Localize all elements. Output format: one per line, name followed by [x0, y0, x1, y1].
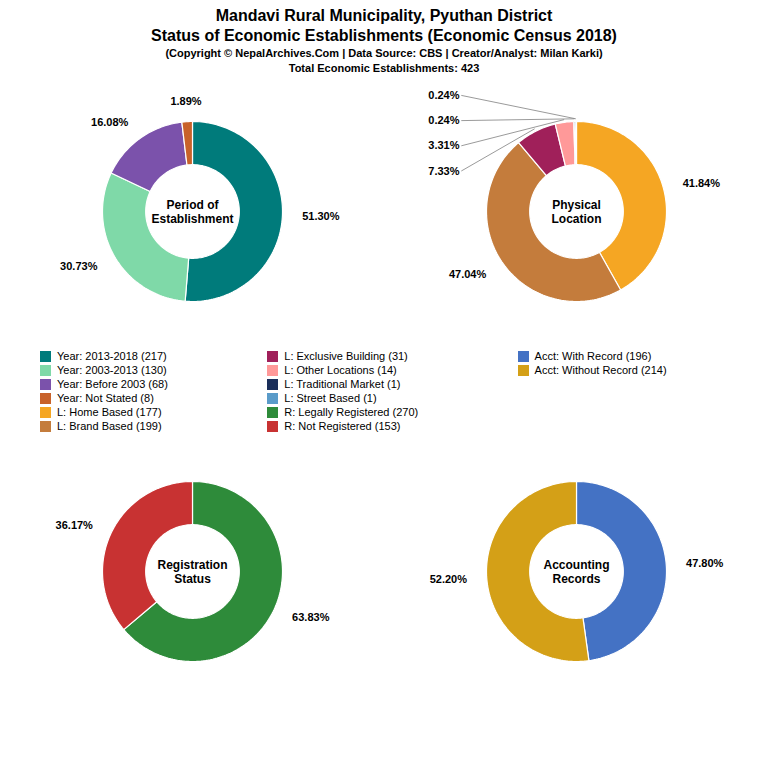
- html-text:Year: Before 2003 (68): Year: Before 2003 (68): [57, 378, 168, 390]
- html-text:R: Not Registered (153): R: Not Registered (153): [284, 420, 401, 432]
- svg-text:36.17%: 36.17%: [56, 519, 94, 531]
- svg-text:63.83%: 63.83%: [292, 611, 330, 623]
- svg-text:1.89%: 1.89%: [170, 95, 201, 107]
- html-text:L: Exclusive Building (31): L: Exclusive Building (31): [284, 350, 408, 362]
- html-text:L: Brand Based (199): L: Brand Based (199): [57, 420, 162, 432]
- html-text:Year: 2003-2013 (130): Year: 2003-2013 (130): [57, 364, 167, 376]
- html-text:L: Traditional Market (1): L: Traditional Market (1): [284, 378, 401, 390]
- svg-text:16.08%: 16.08%: [91, 116, 129, 128]
- svg-text:30.73%: 30.73%: [60, 260, 98, 272]
- svg-text:41.84%: 41.84%: [683, 177, 721, 189]
- svg-text:0.24%: 0.24%: [428, 89, 459, 101]
- html-text:Year: Not Stated (8): Year: Not Stated (8): [57, 392, 154, 404]
- svg-text:47.04%: 47.04%: [449, 268, 487, 280]
- svg-text:3.31%: 3.31%: [428, 139, 459, 151]
- html-text:L: Other Locations (14): L: Other Locations (14): [284, 364, 397, 376]
- svg-text:51.30%: 51.30%: [302, 210, 340, 222]
- svg-text:AccountingRecords: AccountingRecords: [544, 558, 610, 586]
- html-text:Year: 2013-2018 (217): Year: 2013-2018 (217): [57, 350, 167, 362]
- html-text:Mandavi Rural Municipality, Py: Mandavi Rural Municipality, Pyuthan Dist…: [215, 7, 553, 24]
- svg-text:7.33%: 7.33%: [428, 165, 459, 177]
- svg-text:0.24%: 0.24%: [428, 114, 459, 126]
- html-text:L: Home Based (177): L: Home Based (177): [57, 406, 162, 418]
- html-text:L: Street Based (1): L: Street Based (1): [284, 392, 377, 404]
- html-text:(Copyright © NepalArchives.Com: (Copyright © NepalArchives.Com | Data So…: [165, 47, 603, 59]
- html-text:Acct: With Record (196): Acct: With Record (196): [534, 350, 652, 362]
- svg-text:47.80%: 47.80%: [686, 557, 724, 569]
- svg-text:Period ofEstablishment: Period ofEstablishment: [151, 198, 233, 226]
- svg-text:52.20%: 52.20%: [430, 573, 468, 585]
- svg-text:RegistrationStatus: RegistrationStatus: [157, 558, 227, 586]
- svg-text:PhysicalLocation: PhysicalLocation: [552, 198, 602, 226]
- html-text:R: Legally Registered (270): R: Legally Registered (270): [284, 406, 419, 418]
- html-text:Status of Economic Establishme: Status of Economic Establishments (Econo…: [151, 27, 617, 44]
- html-text:Total Economic Establishments:: Total Economic Establishments: 423: [288, 62, 480, 74]
- html-text:Acct: Without Record (214): Acct: Without Record (214): [534, 364, 667, 376]
